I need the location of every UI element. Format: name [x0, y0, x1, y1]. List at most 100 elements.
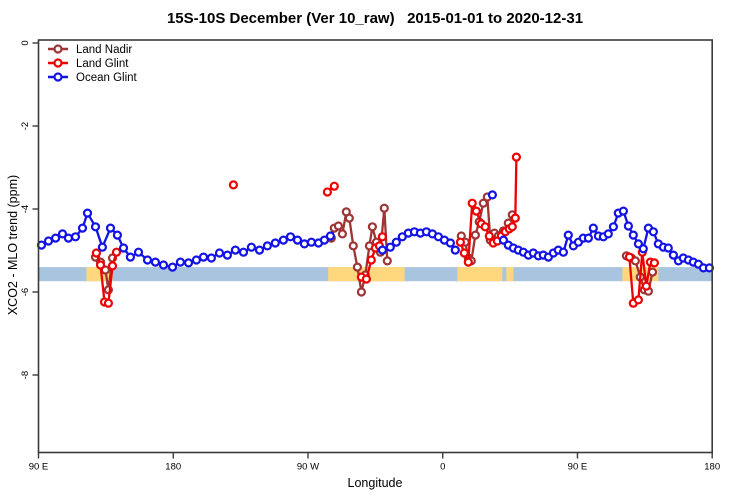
- data-point: [183, 258, 194, 268]
- data-point: [603, 229, 613, 239]
- data-point: [623, 221, 634, 231]
- legend-item-land-glint: Land Glint: [48, 58, 129, 70]
- data-point: [385, 242, 395, 252]
- data-point: [150, 257, 160, 267]
- data-point: [583, 233, 594, 243]
- data-point: [367, 222, 377, 232]
- data-point: [63, 233, 74, 243]
- data-point: [206, 253, 216, 263]
- legend-marker: [53, 58, 63, 68]
- data-point: [450, 245, 460, 255]
- data-point: [90, 222, 101, 232]
- data-point: [459, 248, 469, 258]
- data-point: [254, 245, 265, 255]
- data-point: [167, 262, 178, 272]
- plot-box: [37, 39, 714, 454]
- data-point: [366, 255, 376, 265]
- land-density-band: [506, 267, 514, 282]
- legend-marker: [53, 44, 63, 54]
- data-point: [379, 203, 389, 213]
- data-point: [668, 250, 679, 260]
- data-point: [158, 260, 169, 270]
- data-point: [191, 255, 201, 265]
- data-point: [337, 229, 347, 239]
- data-point: [471, 206, 481, 216]
- x-tick-label: 90 W: [297, 462, 319, 473]
- data-point: [648, 227, 659, 237]
- data-point: [246, 242, 256, 252]
- data-point: [142, 255, 153, 265]
- data-point: [77, 223, 88, 233]
- data-point: [558, 247, 569, 257]
- series-land-glint: [91, 152, 660, 308]
- data-point: [319, 235, 329, 245]
- data-point: [356, 287, 366, 297]
- data-point: [467, 198, 477, 208]
- data-point: [487, 190, 497, 200]
- data-point: [333, 221, 343, 231]
- data-point: [125, 252, 135, 262]
- data-point: [649, 258, 660, 268]
- data-point: [306, 237, 316, 247]
- data-point: [103, 298, 114, 308]
- chart-title: 15S-10S December (Ver 10_raw) 2015-01-01…: [166, 10, 584, 27]
- data-point: [278, 235, 288, 245]
- y-tick-label: -2: [20, 122, 31, 130]
- data-point: [97, 242, 108, 252]
- data-point: [70, 232, 81, 242]
- data-point: [470, 230, 480, 240]
- data-point: [382, 256, 392, 266]
- data-point: [463, 257, 473, 267]
- data-point: [633, 295, 644, 305]
- data-point: [329, 181, 339, 191]
- data-point: [663, 243, 673, 253]
- data-point: [511, 152, 522, 162]
- data-point: [112, 230, 123, 240]
- data-point: [484, 231, 494, 241]
- data-point: [95, 260, 106, 270]
- legend-label: Land Nadir: [76, 44, 132, 56]
- data-point: [325, 231, 335, 241]
- data-point: [445, 238, 455, 248]
- data-point: [361, 274, 371, 284]
- y-tick-label: -8: [20, 371, 31, 379]
- data-point: [222, 250, 232, 260]
- data-point: [299, 239, 309, 249]
- data-point: [270, 238, 280, 248]
- data-point: [322, 187, 332, 197]
- x-tick-label: 90 E: [568, 462, 588, 473]
- x-axis-label: Longitude: [347, 476, 403, 490]
- data-point: [638, 244, 648, 254]
- data-point: [198, 252, 209, 262]
- data-point: [111, 247, 122, 257]
- data-point: [57, 229, 68, 239]
- data-point: [105, 223, 116, 233]
- legend-marker: [53, 72, 63, 82]
- y-tick-label: -6: [20, 288, 31, 296]
- data-point: [563, 230, 573, 240]
- data-point: [292, 235, 303, 245]
- data-point: [214, 248, 225, 258]
- data-point: [510, 213, 520, 223]
- data-point: [628, 230, 638, 240]
- y-tick-label: -4: [20, 205, 31, 213]
- data-point: [228, 180, 238, 190]
- data-point: [507, 222, 517, 232]
- data-point: [107, 261, 118, 271]
- data-point: [618, 206, 629, 216]
- land-density-band: [457, 267, 503, 282]
- density-bands: [38, 267, 713, 282]
- x-tick-label: 0: [440, 462, 445, 473]
- legend: Land Nadir Land Glint Ocean Glint: [48, 44, 138, 84]
- legend-label: Land Glint: [76, 58, 129, 70]
- data-point: [43, 236, 54, 246]
- data-point: [344, 213, 354, 223]
- data-point: [133, 247, 144, 257]
- data-point: [455, 237, 465, 247]
- data-point: [624, 252, 635, 262]
- data-point: [641, 281, 651, 291]
- data-point: [348, 241, 358, 251]
- data-point: [391, 237, 401, 247]
- x-tick-label: 180: [165, 462, 181, 473]
- data-point: [608, 222, 619, 232]
